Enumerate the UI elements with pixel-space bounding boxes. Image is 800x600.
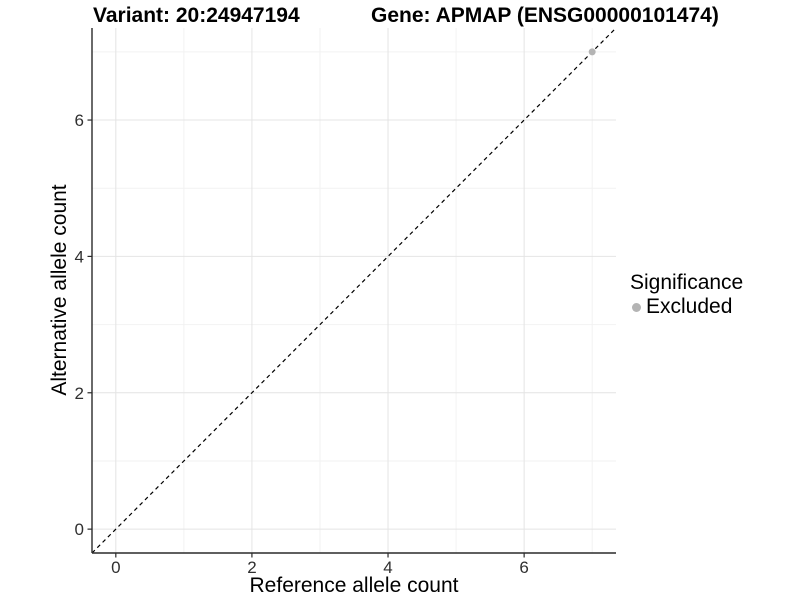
axis-lines — [91, 28, 616, 554]
tick-labels: 0 2 4 6 0 2 4 6 — [75, 111, 529, 577]
scatter-point — [588, 48, 596, 56]
legend-title: Significance — [630, 271, 744, 294]
gene-title: Gene: APMAP (ENSG00000101474) — [371, 4, 719, 27]
y-tick-label: 2 — [75, 384, 84, 403]
y-tick-label: 4 — [75, 247, 84, 266]
y-tick-label: 6 — [75, 111, 84, 130]
gridlines-major — [92, 28, 616, 553]
x-tick-label: 2 — [247, 558, 256, 577]
identity-dashed-line — [91, 27, 617, 554]
variant-title: Variant: 20:24947194 — [93, 4, 300, 27]
identity-line — [91, 27, 617, 554]
x-tick-label: 6 — [519, 558, 528, 577]
legend-item-label: Excluded — [646, 295, 733, 319]
data-points — [588, 48, 596, 56]
x-axis-title: Reference allele count — [249, 574, 459, 597]
gridlines-minor — [92, 28, 616, 553]
legend: Significance Excluded — [630, 271, 795, 319]
x-tick-label: 4 — [383, 558, 392, 577]
x-tick-label: 0 — [111, 558, 120, 577]
tick-marks — [87, 119, 525, 558]
legend-item-excluded: Excluded — [630, 295, 795, 319]
y-axis-title: Alternative allele count — [48, 184, 71, 396]
y-tick-label: 0 — [75, 520, 84, 539]
excluded-point-icon — [632, 302, 641, 312]
